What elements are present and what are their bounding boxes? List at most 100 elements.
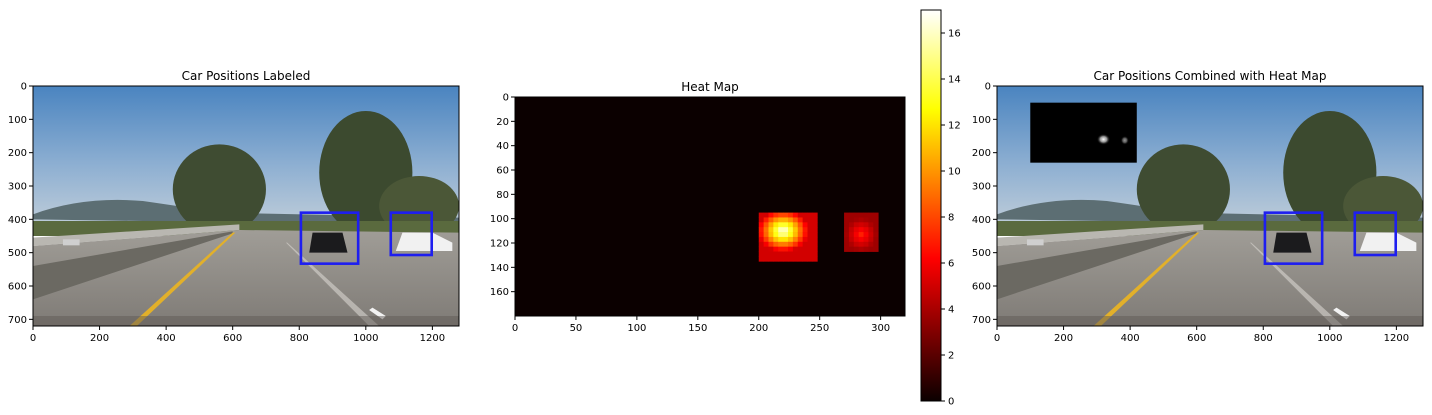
heat-cell: [797, 227, 804, 233]
heat-cell: [844, 232, 850, 238]
heat-cell: [788, 217, 794, 223]
p1-ytick-label: 0: [503, 93, 509, 104]
p0-car-black: [309, 232, 348, 253]
heat-cell: [802, 222, 808, 228]
heat-cell: [768, 227, 774, 233]
heat-cell: [768, 232, 774, 238]
heat-cell: [812, 246, 818, 252]
heat-cell: [807, 217, 813, 223]
heat-cell: [778, 232, 784, 238]
heat-cell: [853, 217, 860, 223]
heat-cell: [807, 222, 813, 228]
heat-cell: [778, 256, 784, 262]
heat-cell: [797, 241, 804, 248]
p0-car-white: [395, 232, 453, 251]
heat-cell: [863, 246, 869, 252]
p2-ytick-label: 500: [972, 248, 991, 259]
heat-cell: [863, 227, 869, 233]
heat-cell: [773, 236, 779, 243]
colorbar-gradient: [920, 9, 942, 402]
p0-xtick-label: 400: [157, 333, 176, 344]
p2-barrier: [997, 231, 1197, 300]
heat-cell: [848, 232, 855, 238]
p2-title: Car Positions Combined with Heat Map: [1094, 69, 1327, 83]
heat-cell: [758, 241, 765, 248]
p1-ytick-label: 100: [490, 214, 509, 225]
heat-cell: [788, 212, 794, 218]
p2-frame: [996, 85, 1424, 327]
heat-cell: [863, 222, 869, 228]
heat-cell: [792, 241, 799, 248]
heat-cell: [792, 222, 799, 228]
heat-cell: [797, 246, 804, 252]
p1-xtick-label: 250: [810, 323, 829, 334]
heat-cell: [768, 246, 774, 252]
heat-cell: [763, 251, 769, 257]
p2-xtick-label: 1200: [1384, 333, 1409, 344]
p0-xtick-label: 0: [30, 333, 36, 344]
p1-ytick-label: 80: [496, 190, 509, 201]
heat-cell: [853, 236, 860, 243]
p0-xtick-label: 200: [90, 333, 109, 344]
p2-ytick-label: 700: [972, 315, 991, 326]
p0-tree-left: [172, 144, 266, 235]
colorbar-tick-label: 14: [948, 75, 961, 86]
heat-cell: [768, 217, 774, 223]
heat-cell: [792, 246, 799, 252]
heat-cell: [788, 236, 794, 243]
heat-cell: [858, 222, 864, 228]
heat-cell: [873, 232, 879, 238]
heat-cell: [788, 251, 794, 257]
heat-cell: [863, 212, 869, 218]
p2-car-far: [1026, 239, 1044, 246]
heat-cell: [758, 222, 765, 228]
heat-cell: [768, 256, 774, 262]
heat-cell: [863, 232, 869, 238]
heat-cell: [802, 251, 808, 257]
heatmap-inset: [1030, 102, 1137, 163]
heat-cell: [812, 241, 818, 248]
heat-cell: [797, 232, 804, 238]
colorbar-tick-label: 6: [948, 259, 954, 270]
heat-cell: [848, 236, 855, 243]
heat-cell: [873, 222, 879, 228]
p1-xtick-label: 0: [512, 323, 518, 334]
heat-cell: [812, 212, 818, 218]
p2-ytick-label: 600: [972, 282, 991, 293]
heat-cell: [783, 212, 789, 218]
heat-cell: [844, 217, 850, 223]
heat-cell: [783, 236, 789, 243]
heat-cell: [812, 251, 818, 257]
heat-cell: [868, 236, 874, 243]
heat-cell: [848, 212, 855, 218]
p1-xtick-label: 100: [627, 323, 646, 334]
heat-cell: [778, 227, 784, 233]
heat-cell: [858, 236, 864, 243]
heat-cell: [778, 217, 784, 223]
heat-cell: [807, 241, 813, 248]
heat-cell: [773, 241, 779, 248]
p1-xtick-label: 50: [570, 323, 583, 334]
heat-cell: [858, 246, 864, 252]
p0-title: Car Positions Labeled: [182, 69, 311, 83]
p0-guardrail: [33, 224, 240, 246]
heat-cell: [802, 217, 808, 223]
colorbar-tick-label: 12: [948, 121, 961, 132]
heat-cell: [758, 232, 765, 238]
heat-cell: [778, 246, 784, 252]
heat-cell: [792, 256, 799, 262]
heat-cell: [778, 236, 784, 243]
heat-cell: [792, 251, 799, 257]
p1-frame: [514, 96, 906, 317]
p1-xtick-label: 150: [688, 323, 707, 334]
heat-cell: [797, 236, 804, 243]
heat-cell: [768, 236, 774, 243]
heat-cell: [812, 236, 818, 243]
p2-tree-left: [1136, 144, 1230, 235]
p0-car-far: [62, 239, 80, 246]
heat-cell: [812, 227, 818, 233]
p0-ytick-label: 500: [8, 248, 27, 259]
p1-title: Heat Map: [681, 80, 739, 94]
heat-cell: [853, 246, 860, 252]
heat-cell: [853, 232, 860, 238]
